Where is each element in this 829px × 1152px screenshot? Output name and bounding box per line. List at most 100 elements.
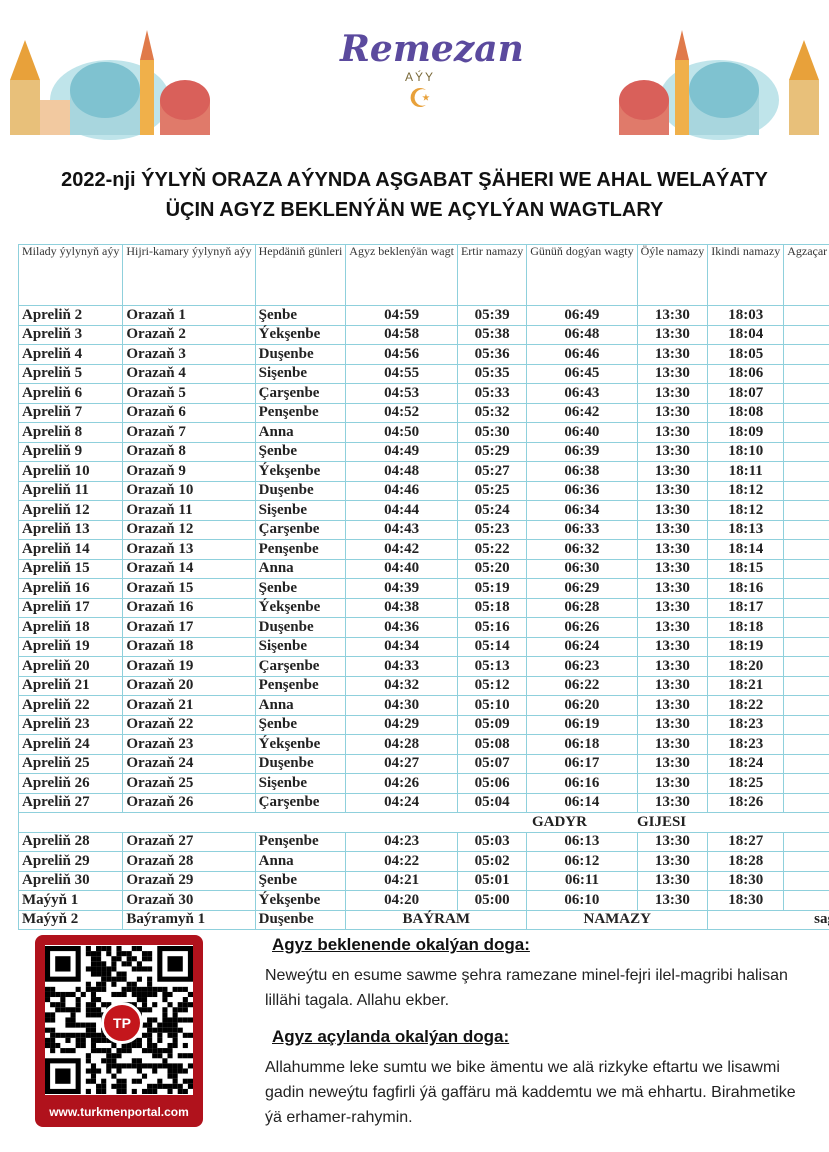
- table-cell: 04:33: [345, 656, 458, 677]
- table-cell: Orazaň 4: [122, 363, 256, 384]
- table-cell: Maýyň 2: [17, 909, 124, 930]
- table-cell: 20:02: [783, 695, 829, 716]
- table-row: Apreliň 6 Orazaň 5 Çarşenbe 04:53 05:33 06:43…: [17, 383, 829, 404]
- table-cell: 05:02: [456, 851, 528, 872]
- table-row: Apreliň 3 Orazaň 2 Ýekşenbe 04:58 05:38 06:48…: [17, 324, 829, 345]
- table-cell: 13:30: [636, 753, 709, 774]
- table-cell: 19:54: [783, 539, 829, 560]
- table-cell: 19:43: [783, 305, 829, 326]
- table-cell: 04:42: [345, 539, 458, 560]
- table-cell: 13:30: [636, 519, 709, 540]
- table-cell: Orazaň 11: [122, 500, 256, 521]
- title-line-2: ÜÇIN AGYZ BEKLENÝÄN WE AÇYLÝAN WAGTLARY: [165, 199, 664, 221]
- table-cell: Duşenbe: [254, 480, 347, 501]
- table-cell: Apreliň 9: [17, 441, 124, 462]
- table-cell: 05:27: [456, 461, 528, 482]
- table-cell: 04:28: [345, 734, 458, 755]
- prayer-times-table: Milady ýylynyň aýy Hijri-kamary ýylynyň a…: [17, 244, 829, 930]
- column-header: Ikindi namazy: [707, 244, 785, 306]
- table-cell: 18:15: [707, 558, 785, 579]
- table-cell: 18:27: [707, 831, 785, 852]
- table-cell: Orazaň 20: [122, 675, 256, 696]
- table-cell: 13:30: [636, 890, 709, 911]
- table-cell: 04:46: [345, 480, 458, 501]
- website-url[interactable]: www.turkmenportal.com: [49, 1105, 189, 1119]
- table-cell: 06:39: [526, 441, 638, 462]
- table-cell: sagat: [707, 909, 829, 930]
- table-cell: 13:30: [636, 402, 709, 423]
- table-row: Apreliň 13 Orazaň 12 Çarşenbe 04:43 05:23 06:…: [17, 519, 829, 540]
- table-cell: 18:10: [707, 441, 785, 462]
- table-cell: 06:45: [526, 363, 638, 384]
- table-cell: 05:04: [456, 792, 528, 813]
- table-cell: 06:12: [526, 851, 638, 872]
- qr-code-card[interactable]: TP www.turkmenportal.com: [35, 935, 203, 1127]
- table-cell: Penşenbe: [254, 539, 347, 560]
- page-title: 2022-nji ÝYLYŇ ORAZA AÝYNDA AŞGABAT ŞÄHE…: [0, 165, 829, 225]
- table-cell: 04:39: [345, 578, 458, 599]
- table-cell: 19:52: [783, 480, 829, 501]
- table-cell: NAMAZY: [526, 909, 709, 930]
- table-cell: Orazaň 2: [122, 324, 256, 345]
- table-cell: 05:00: [456, 890, 528, 911]
- table-cell: 13:30: [636, 597, 709, 618]
- table-cell: 13:30: [636, 305, 709, 326]
- table-cell: 04:22: [345, 851, 458, 872]
- table-cell: 06:10: [526, 890, 638, 911]
- table-cell: 04:40: [345, 558, 458, 579]
- table-cell: 13:30: [636, 792, 709, 813]
- table-cell: Orazaň 3: [122, 344, 256, 365]
- table-cell: 05:24: [456, 500, 528, 521]
- table-cell: Çarşenbe: [254, 792, 347, 813]
- table-cell: Orazaň 21: [122, 695, 256, 716]
- table-cell: Penşenbe: [254, 831, 347, 852]
- note-word: GADYR: [531, 813, 587, 830]
- table-cell: 13:30: [636, 656, 709, 677]
- table-cell: 04:56: [345, 344, 458, 365]
- table-cell: 13:30: [636, 831, 709, 852]
- table-cell: 18:09: [707, 422, 785, 443]
- table-cell: Duşenbe: [254, 753, 347, 774]
- table-row: Apreliň 9 Orazaň 8 Şenbe 04:49 05:29 06:39 13:…: [17, 441, 829, 462]
- table-cell: 04:58: [345, 324, 458, 345]
- table-cell: Ýekşenbe: [254, 597, 347, 618]
- table-cell: 19:58: [783, 617, 829, 638]
- column-header: Öýle namazy: [636, 244, 709, 306]
- table-cell: 20:05: [783, 773, 829, 794]
- table-cell: 06:36: [526, 480, 638, 501]
- table-cell: 20:08: [783, 851, 829, 872]
- table-cell: Şenbe: [254, 578, 347, 599]
- table-cell: 20:01: [783, 675, 829, 696]
- table-cell: Orazaň 18: [122, 636, 256, 657]
- table-cell: Şenbe: [254, 714, 347, 735]
- table-cell: 06:28: [526, 597, 638, 618]
- table-row: Maýyň 1 Orazaň 30 Ýekşenbe 04:20 05:00 06:10 1…: [17, 890, 829, 911]
- table-cell: Orazaň 24: [122, 753, 256, 774]
- remezan-logo: Remezan AÝY ☪: [340, 28, 524, 114]
- table-cell: 04:21: [345, 870, 458, 891]
- table-cell: 18:26: [707, 792, 785, 813]
- table-cell: 19:59: [783, 636, 829, 657]
- table-cell: Apreliň 22: [17, 695, 124, 716]
- table-cell: 04:20: [345, 890, 458, 911]
- table-cell: 04:49: [345, 441, 458, 462]
- dua-fast-break-text: Allahumme leke sumtu we bike ämentu we a…: [265, 1059, 796, 1126]
- table-cell: Apreliň 4: [17, 344, 124, 365]
- table-row: Apreliň 29 Orazaň 28 Anna 04:22 05:02 06:12 13…: [17, 851, 829, 872]
- table-cell: Anna: [254, 851, 347, 872]
- table-cell: Çarşenbe: [254, 519, 347, 540]
- table-cell: 13:30: [636, 870, 709, 891]
- table-cell: 05:10: [456, 695, 528, 716]
- table-cell: 06:33: [526, 519, 638, 540]
- table-cell: 18:18: [707, 617, 785, 638]
- table-cell: Orazaň 25: [122, 773, 256, 794]
- table-cell: 06:22: [526, 675, 638, 696]
- table-cell: Orazaň 30: [122, 890, 256, 911]
- qr-code[interactable]: TP: [45, 945, 193, 1095]
- table-cell: 06:49: [526, 305, 638, 326]
- table-cell: Anna: [254, 558, 347, 579]
- table-cell: 18:30: [707, 890, 785, 911]
- table-cell: Ýekşenbe: [254, 324, 347, 345]
- table-cell: 06:23: [526, 656, 638, 677]
- table-row: Apreliň 15 Orazaň 14 Anna 04:40 05:20 06:30 13…: [17, 558, 829, 579]
